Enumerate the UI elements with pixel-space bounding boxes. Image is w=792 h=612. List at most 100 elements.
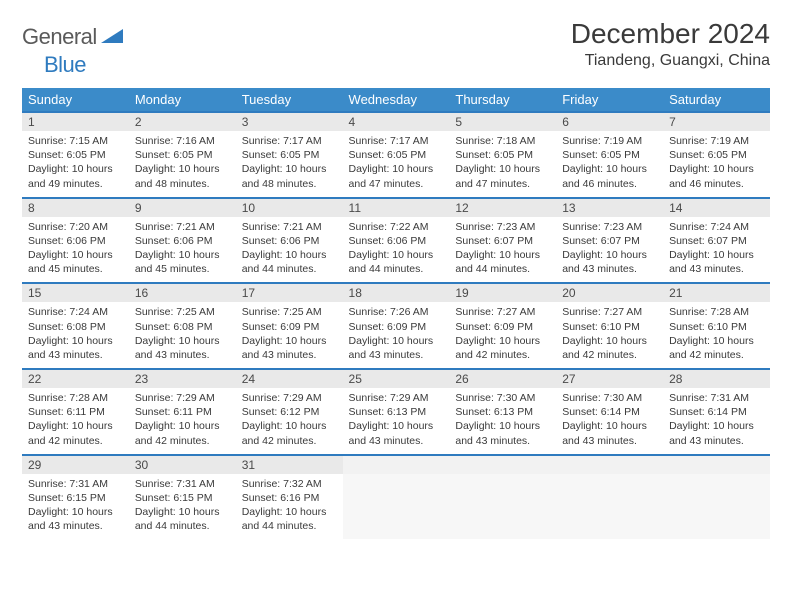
day-number-cell: 15 [22,283,129,302]
sunset-line: Sunset: 6:11 PM [135,405,230,419]
calendar-body: 1234567Sunrise: 7:15 AMSunset: 6:05 PMDa… [22,112,770,539]
day-number-cell: 19 [449,283,556,302]
sunset-line: Sunset: 6:12 PM [242,405,337,419]
week-daynum-row: 293031 [22,455,770,474]
day-content-cell: Sunrise: 7:26 AMSunset: 6:09 PMDaylight:… [343,302,450,369]
daylight-line: Daylight: 10 hours and 48 minutes. [242,162,337,190]
sunrise-line: Sunrise: 7:23 AM [455,220,550,234]
sunset-line: Sunset: 6:13 PM [349,405,444,419]
daylight-line: Daylight: 10 hours and 42 minutes. [242,419,337,447]
sunset-line: Sunset: 6:07 PM [562,234,657,248]
sunset-line: Sunset: 6:07 PM [669,234,764,248]
sunrise-line: Sunrise: 7:21 AM [242,220,337,234]
daylight-line: Daylight: 10 hours and 43 minutes. [455,419,550,447]
daylight-line: Daylight: 10 hours and 47 minutes. [349,162,444,190]
day-content-cell: Sunrise: 7:20 AMSunset: 6:06 PMDaylight:… [22,217,129,284]
day-content-cell: Sunrise: 7:16 AMSunset: 6:05 PMDaylight:… [129,131,236,198]
sunset-line: Sunset: 6:05 PM [562,148,657,162]
sunset-line: Sunset: 6:06 PM [242,234,337,248]
day-content-cell: Sunrise: 7:23 AMSunset: 6:07 PMDaylight:… [556,217,663,284]
daylight-line: Daylight: 10 hours and 43 minutes. [349,334,444,362]
day-number-cell: 23 [129,369,236,388]
daylight-line: Daylight: 10 hours and 42 minutes. [562,334,657,362]
day-number-cell: 18 [343,283,450,302]
logo: General [22,18,125,50]
week-daynum-row: 15161718192021 [22,283,770,302]
day-header-wed: Wednesday [343,88,450,112]
day-number-cell: 24 [236,369,343,388]
sunset-line: Sunset: 6:15 PM [28,491,123,505]
sunset-line: Sunset: 6:06 PM [349,234,444,248]
day-number-cell: 25 [343,369,450,388]
sunset-line: Sunset: 6:06 PM [28,234,123,248]
sunrise-line: Sunrise: 7:25 AM [135,305,230,319]
day-content-cell: Sunrise: 7:28 AMSunset: 6:10 PMDaylight:… [663,302,770,369]
day-content-cell: Sunrise: 7:29 AMSunset: 6:11 PMDaylight:… [129,388,236,455]
sunrise-line: Sunrise: 7:31 AM [28,477,123,491]
day-content-cell: Sunrise: 7:25 AMSunset: 6:09 PMDaylight:… [236,302,343,369]
day-number-cell: 21 [663,283,770,302]
sunrise-line: Sunrise: 7:24 AM [669,220,764,234]
sunset-line: Sunset: 6:09 PM [242,320,337,334]
day-content-cell: Sunrise: 7:32 AMSunset: 6:16 PMDaylight:… [236,474,343,540]
day-number-cell: 28 [663,369,770,388]
day-content-cell: Sunrise: 7:22 AMSunset: 6:06 PMDaylight:… [343,217,450,284]
daylight-line: Daylight: 10 hours and 43 minutes. [135,334,230,362]
day-number-cell [663,455,770,474]
day-content-cell: Sunrise: 7:31 AMSunset: 6:15 PMDaylight:… [129,474,236,540]
sunrise-line: Sunrise: 7:29 AM [349,391,444,405]
day-number-cell: 30 [129,455,236,474]
sunset-line: Sunset: 6:10 PM [669,320,764,334]
sunset-line: Sunset: 6:05 PM [455,148,550,162]
sunset-line: Sunset: 6:11 PM [28,405,123,419]
sunrise-line: Sunrise: 7:30 AM [562,391,657,405]
daylight-line: Daylight: 10 hours and 49 minutes. [28,162,123,190]
sunset-line: Sunset: 6:05 PM [28,148,123,162]
day-content-cell: Sunrise: 7:31 AMSunset: 6:15 PMDaylight:… [22,474,129,540]
daylight-line: Daylight: 10 hours and 44 minutes. [349,248,444,276]
day-number-cell: 10 [236,198,343,217]
day-number-cell: 29 [22,455,129,474]
day-number-cell [556,455,663,474]
title-block: December 2024 Tiandeng, Guangxi, China [571,18,770,70]
sunset-line: Sunset: 6:05 PM [349,148,444,162]
daylight-line: Daylight: 10 hours and 44 minutes. [455,248,550,276]
daylight-line: Daylight: 10 hours and 43 minutes. [28,505,123,533]
sunrise-line: Sunrise: 7:19 AM [562,134,657,148]
day-header-fri: Friday [556,88,663,112]
day-number-cell: 31 [236,455,343,474]
sunset-line: Sunset: 6:14 PM [669,405,764,419]
sunset-line: Sunset: 6:05 PM [669,148,764,162]
sunset-line: Sunset: 6:15 PM [135,491,230,505]
sunset-line: Sunset: 6:09 PM [349,320,444,334]
day-content-cell [449,474,556,540]
sunrise-line: Sunrise: 7:17 AM [349,134,444,148]
day-number-cell: 17 [236,283,343,302]
logo-text-blue: Blue [44,52,86,77]
sunrise-line: Sunrise: 7:25 AM [242,305,337,319]
day-content-cell: Sunrise: 7:25 AMSunset: 6:08 PMDaylight:… [129,302,236,369]
sunset-line: Sunset: 6:05 PM [135,148,230,162]
daylight-line: Daylight: 10 hours and 44 minutes. [135,505,230,533]
day-header-mon: Monday [129,88,236,112]
daylight-line: Daylight: 10 hours and 43 minutes. [242,334,337,362]
daylight-line: Daylight: 10 hours and 43 minutes. [669,419,764,447]
day-content-cell: Sunrise: 7:29 AMSunset: 6:12 PMDaylight:… [236,388,343,455]
day-content-cell: Sunrise: 7:24 AMSunset: 6:07 PMDaylight:… [663,217,770,284]
day-content-cell [663,474,770,540]
day-content-cell: Sunrise: 7:29 AMSunset: 6:13 PMDaylight:… [343,388,450,455]
logo-triangle-icon [101,27,123,48]
daylight-line: Daylight: 10 hours and 43 minutes. [562,248,657,276]
day-number-cell: 27 [556,369,663,388]
daylight-line: Daylight: 10 hours and 42 minutes. [455,334,550,362]
sunrise-line: Sunrise: 7:17 AM [242,134,337,148]
day-number-cell: 13 [556,198,663,217]
day-number-cell: 7 [663,112,770,131]
sunset-line: Sunset: 6:08 PM [28,320,123,334]
daylight-line: Daylight: 10 hours and 44 minutes. [242,248,337,276]
sunrise-line: Sunrise: 7:21 AM [135,220,230,234]
day-content-cell: Sunrise: 7:15 AMSunset: 6:05 PMDaylight:… [22,131,129,198]
week-content-row: Sunrise: 7:31 AMSunset: 6:15 PMDaylight:… [22,474,770,540]
week-content-row: Sunrise: 7:20 AMSunset: 6:06 PMDaylight:… [22,217,770,284]
sunrise-line: Sunrise: 7:16 AM [135,134,230,148]
